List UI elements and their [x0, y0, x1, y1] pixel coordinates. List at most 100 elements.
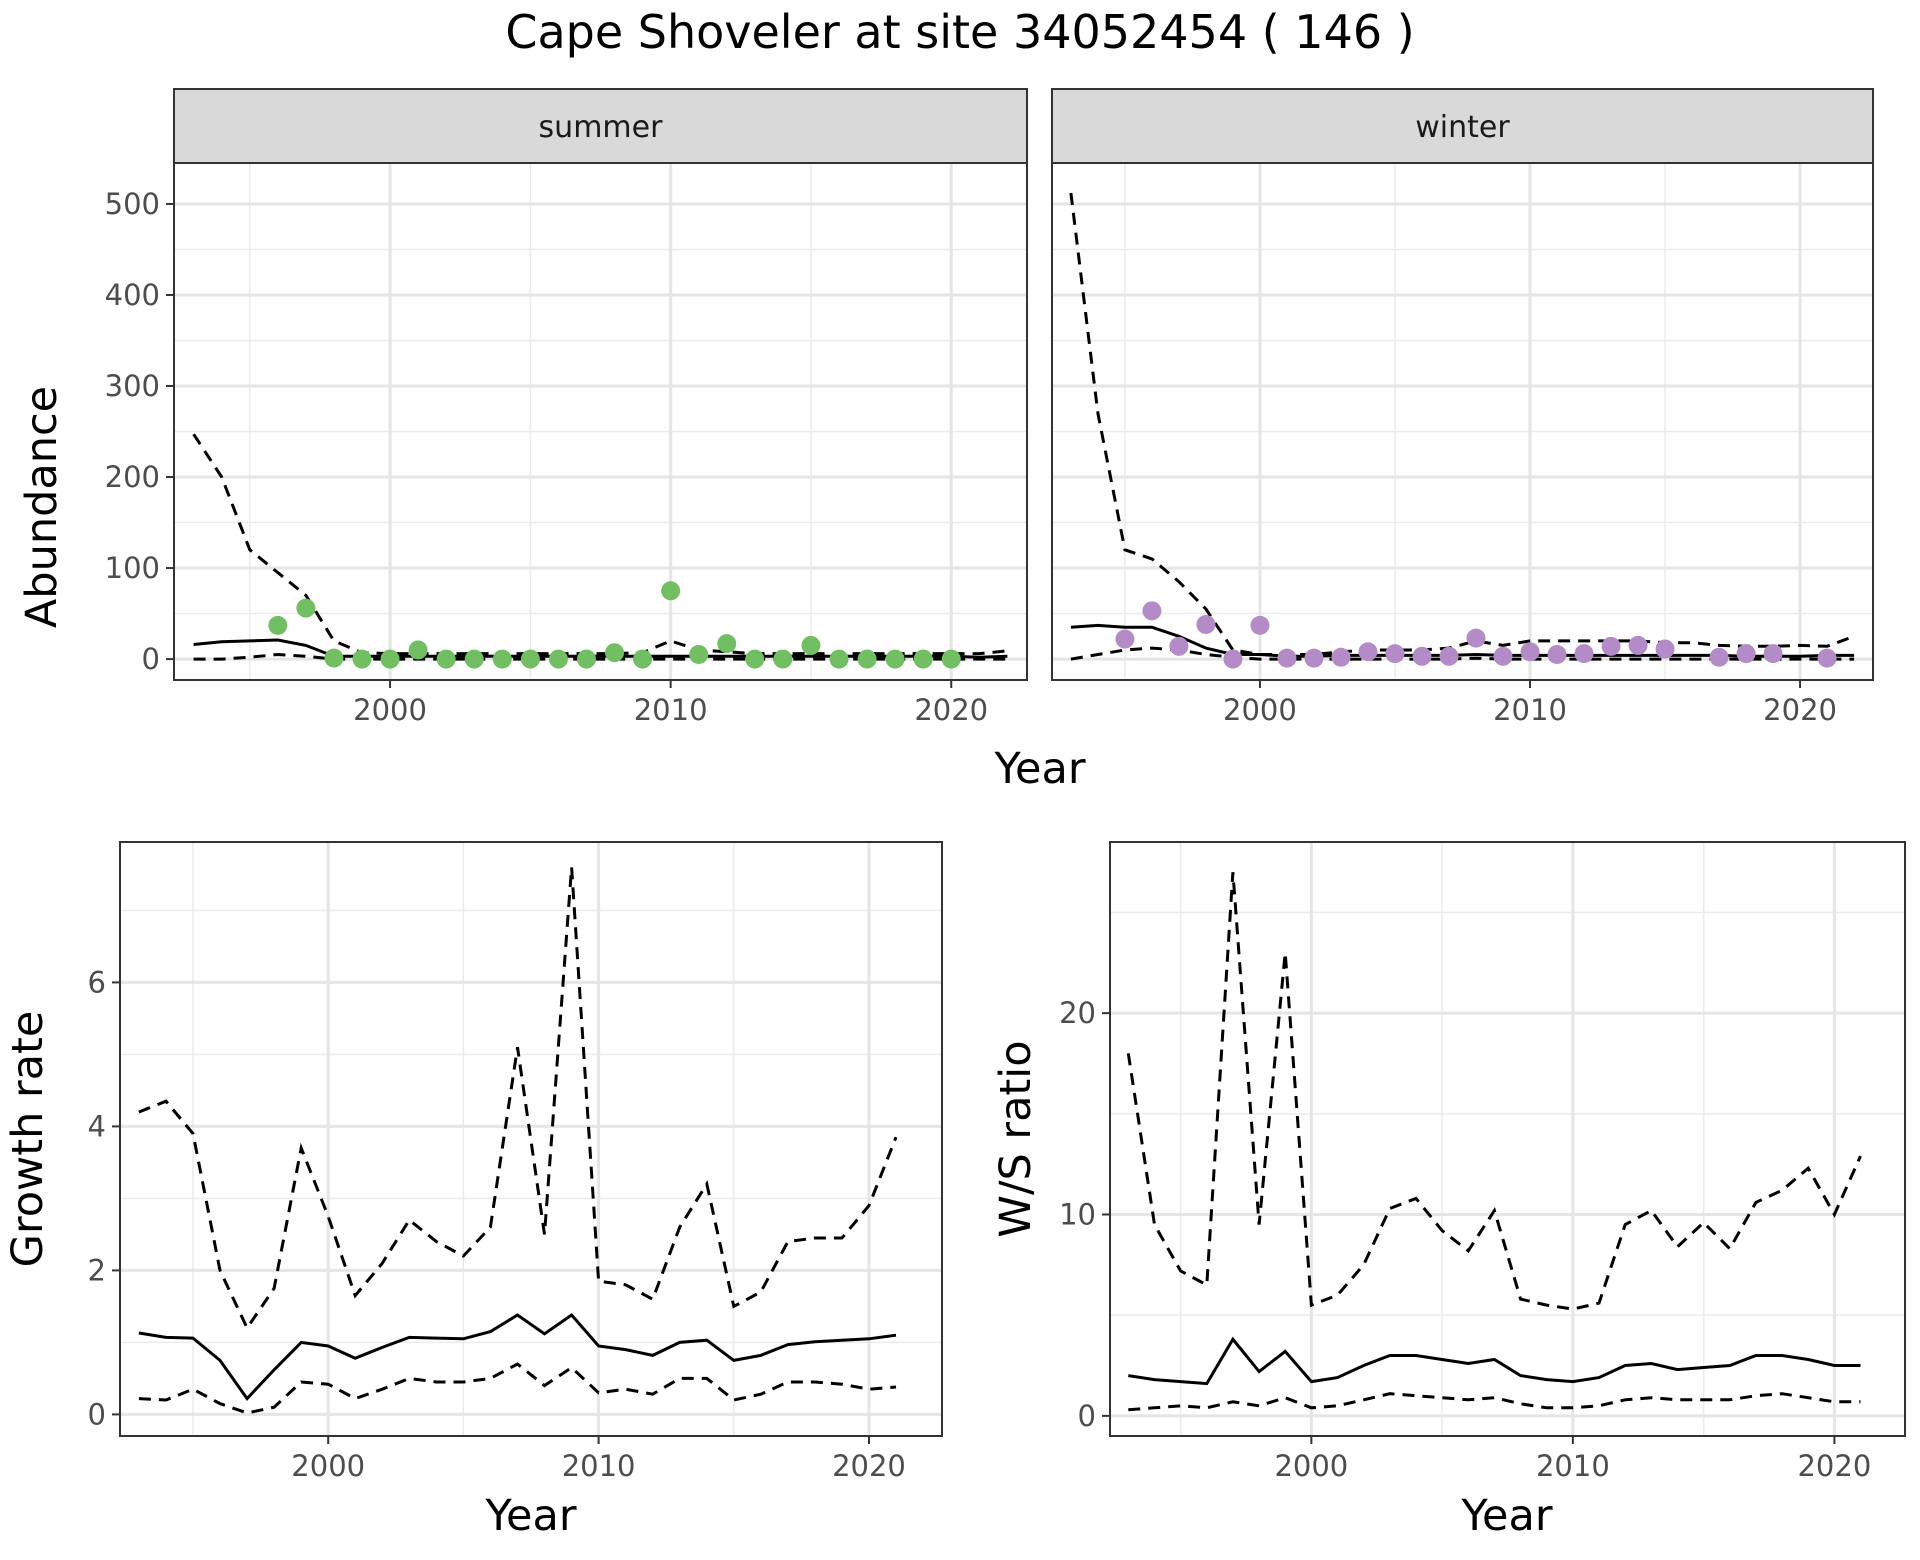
observed-point: [1331, 647, 1351, 667]
observed-point: [717, 634, 737, 654]
x-tick-label: 2010: [1493, 693, 1567, 727]
x-tick-label: 2000: [291, 1449, 365, 1483]
mean-line: [1128, 1336, 1861, 1386]
observed-point: [520, 649, 540, 669]
observed-point: [1628, 635, 1648, 655]
observed-point: [296, 598, 316, 618]
y-tick-label: 10: [1059, 1198, 1096, 1232]
x-tick-label: 2020: [1797, 1449, 1871, 1483]
top-y-axis-title: Abundance: [17, 386, 67, 628]
observed-point: [268, 615, 288, 635]
facet-strip: [1051, 88, 1874, 164]
observed-point: [745, 649, 765, 669]
observed-point: [1250, 615, 1270, 635]
observed-point: [913, 649, 933, 669]
y-tick-label: 0: [142, 642, 160, 676]
observed-point: [829, 649, 849, 669]
mean-line: [1070, 623, 1855, 658]
observed-point: [1493, 646, 1513, 666]
y-tick-label: 20: [1059, 996, 1096, 1030]
observed-point: [633, 649, 653, 669]
observed-point: [1412, 646, 1432, 666]
y-tick-label: 400: [105, 278, 160, 312]
top-x-axis-title: Year: [993, 744, 1085, 794]
observed-point: [1601, 636, 1621, 656]
observed-point: [1655, 639, 1675, 659]
mean-line: [138, 1313, 897, 1401]
observed-point: [801, 635, 821, 655]
y-tick-label: 100: [105, 551, 160, 585]
observed-point: [941, 649, 961, 669]
observed-point: [1169, 636, 1189, 656]
y-axis-title: W/S ratio: [991, 1040, 1041, 1237]
observed-point: [436, 649, 456, 669]
upper-bound-line: [138, 867, 898, 1332]
x-tick-label: 2020: [832, 1449, 906, 1483]
y-axis-title: Growth rate: [3, 1011, 53, 1268]
observed-point: [1466, 628, 1486, 648]
observed-point: [689, 645, 709, 665]
observed-point: [1385, 644, 1405, 664]
observed-point: [1196, 614, 1216, 634]
growth-rate-panel: 2000 2010 2020 0 2 4 6 Year Growth rate: [3, 841, 943, 1541]
lower-bound-line: [193, 652, 1008, 661]
lower-bound-line: [1128, 1392, 1861, 1412]
x-tick-label: 2020: [914, 693, 988, 727]
observed-point: [1223, 649, 1243, 669]
main-title: Cape Shoveler at site 34052454 ( 146 ): [505, 5, 1414, 59]
facet-strip: [173, 88, 1028, 164]
panel-border: [119, 841, 943, 1437]
y-tick-label: 500: [105, 187, 160, 221]
observed-point: [1439, 646, 1459, 666]
y-tick-label: 2: [88, 1253, 106, 1287]
upper-bound-line: [1126, 872, 1862, 1311]
y-tick-label: 6: [88, 965, 106, 999]
observed-point: [576, 649, 596, 669]
observed-point: [661, 581, 681, 601]
observed-point: [380, 649, 400, 669]
observed-point: [885, 649, 905, 669]
x-tick-label: 2000: [1223, 693, 1297, 727]
observed-point: [773, 649, 793, 669]
observed-point: [1736, 644, 1756, 664]
x-tick-label: 2000: [1274, 1449, 1348, 1483]
summer-panel: summer 2000 2010 2020 0 100 200 300 400 500: [105, 88, 1028, 727]
upper-bound-line: [192, 433, 1008, 656]
y-tick-label: 300: [105, 369, 160, 403]
lower-bound-line: [1070, 646, 1855, 661]
winter-panel: winter 2000 2010 2020: [1051, 88, 1874, 727]
x-axis-title: Year: [484, 1491, 576, 1541]
observed-point: [1709, 647, 1729, 667]
observed-point: [492, 649, 512, 669]
ws-ratio-panel: 2000 2010 2020 0 10 20 Year W/S ratio: [991, 841, 1906, 1541]
observed-point: [1142, 601, 1162, 621]
x-tick-label: 2020: [1763, 693, 1837, 727]
observed-point: [857, 649, 877, 669]
observed-point: [1358, 642, 1378, 662]
y-tick-label: 200: [105, 460, 160, 494]
observed-point: [1520, 642, 1540, 662]
observed-point: [1547, 645, 1567, 665]
x-tick-label: 2010: [634, 693, 708, 727]
x-tick-label: 2010: [562, 1449, 636, 1483]
observed-point: [1304, 648, 1324, 668]
panel-border: [1109, 841, 1906, 1437]
observed-point: [1574, 644, 1594, 664]
panel-border: [1051, 162, 1874, 681]
observed-point: [1277, 648, 1297, 668]
observed-point: [464, 649, 484, 669]
lower-bound-line: [138, 1362, 897, 1415]
observed-point: [324, 648, 344, 668]
x-axis-title: Year: [1460, 1491, 1552, 1541]
observed-point: [408, 640, 428, 660]
y-tick-label: 0: [88, 1397, 106, 1431]
observed-point: [548, 649, 568, 669]
facet-label: summer: [539, 110, 664, 145]
y-tick-label: 0: [1078, 1399, 1096, 1433]
observed-point: [352, 649, 372, 669]
y-tick-label: 4: [88, 1109, 106, 1143]
observed-point: [605, 643, 625, 663]
observed-point: [1763, 644, 1783, 664]
observed-point: [1817, 648, 1837, 668]
upper-bound-line: [1069, 192, 1855, 656]
